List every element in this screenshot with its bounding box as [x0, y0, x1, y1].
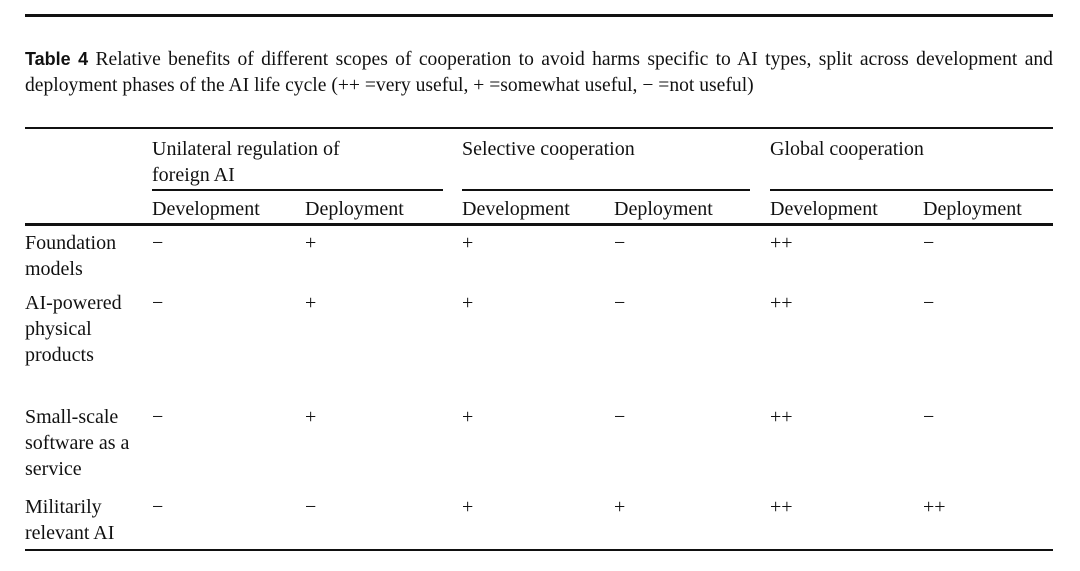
cell: −: [305, 496, 317, 518]
caption-text: Relative benefits of different scopes of…: [25, 49, 1053, 96]
sub-header: Development: [152, 198, 260, 220]
group-header: Unilateral regulation of foreign AI: [152, 138, 340, 186]
top-rule: [25, 14, 1053, 17]
group-rule: [462, 189, 750, 191]
cell: −: [923, 406, 935, 428]
group-header: Global cooperation: [770, 138, 924, 160]
cell: ++: [770, 292, 793, 314]
cell: +: [462, 496, 474, 518]
cell: ++: [923, 496, 946, 518]
cell: −: [923, 292, 935, 314]
row-label: Small-scale software as a service: [25, 406, 130, 480]
caption: Table 4 Relative benefits of different s…: [25, 46, 1053, 99]
cell: −: [614, 406, 626, 428]
cell: +: [462, 232, 474, 254]
row-label: Foundation models: [25, 232, 117, 280]
cell: −: [152, 292, 164, 314]
cell: −: [152, 406, 164, 428]
row-label: Militarily relevant AI: [25, 496, 115, 544]
row-label: AI-powered physical products: [25, 292, 122, 366]
sub-header: Development: [462, 198, 570, 220]
group-rule: [152, 189, 443, 191]
cell: −: [152, 496, 164, 518]
sub-header: Deployment: [305, 198, 404, 220]
cell: +: [305, 292, 317, 314]
sub-header: Development: [770, 198, 878, 220]
cell: −: [152, 232, 164, 254]
header-rule: [25, 223, 1053, 226]
sub-header: Deployment: [614, 198, 713, 220]
table-top-rule: [25, 127, 1053, 129]
sub-header: Deployment: [923, 198, 1022, 220]
group-rule: [770, 189, 1053, 191]
cell: −: [923, 232, 935, 254]
cell: +: [614, 496, 626, 518]
group-header: Selective cooperation: [462, 138, 635, 160]
table-bottom-rule: [25, 549, 1053, 551]
cell: ++: [770, 232, 793, 254]
cell: −: [614, 232, 626, 254]
table-label: Table 4: [25, 49, 89, 69]
cell: ++: [770, 406, 793, 428]
cell: +: [462, 406, 474, 428]
cell: +: [305, 406, 317, 428]
cell: +: [462, 292, 474, 314]
cell: +: [305, 232, 317, 254]
cell: −: [614, 292, 626, 314]
cell: ++: [770, 496, 793, 518]
